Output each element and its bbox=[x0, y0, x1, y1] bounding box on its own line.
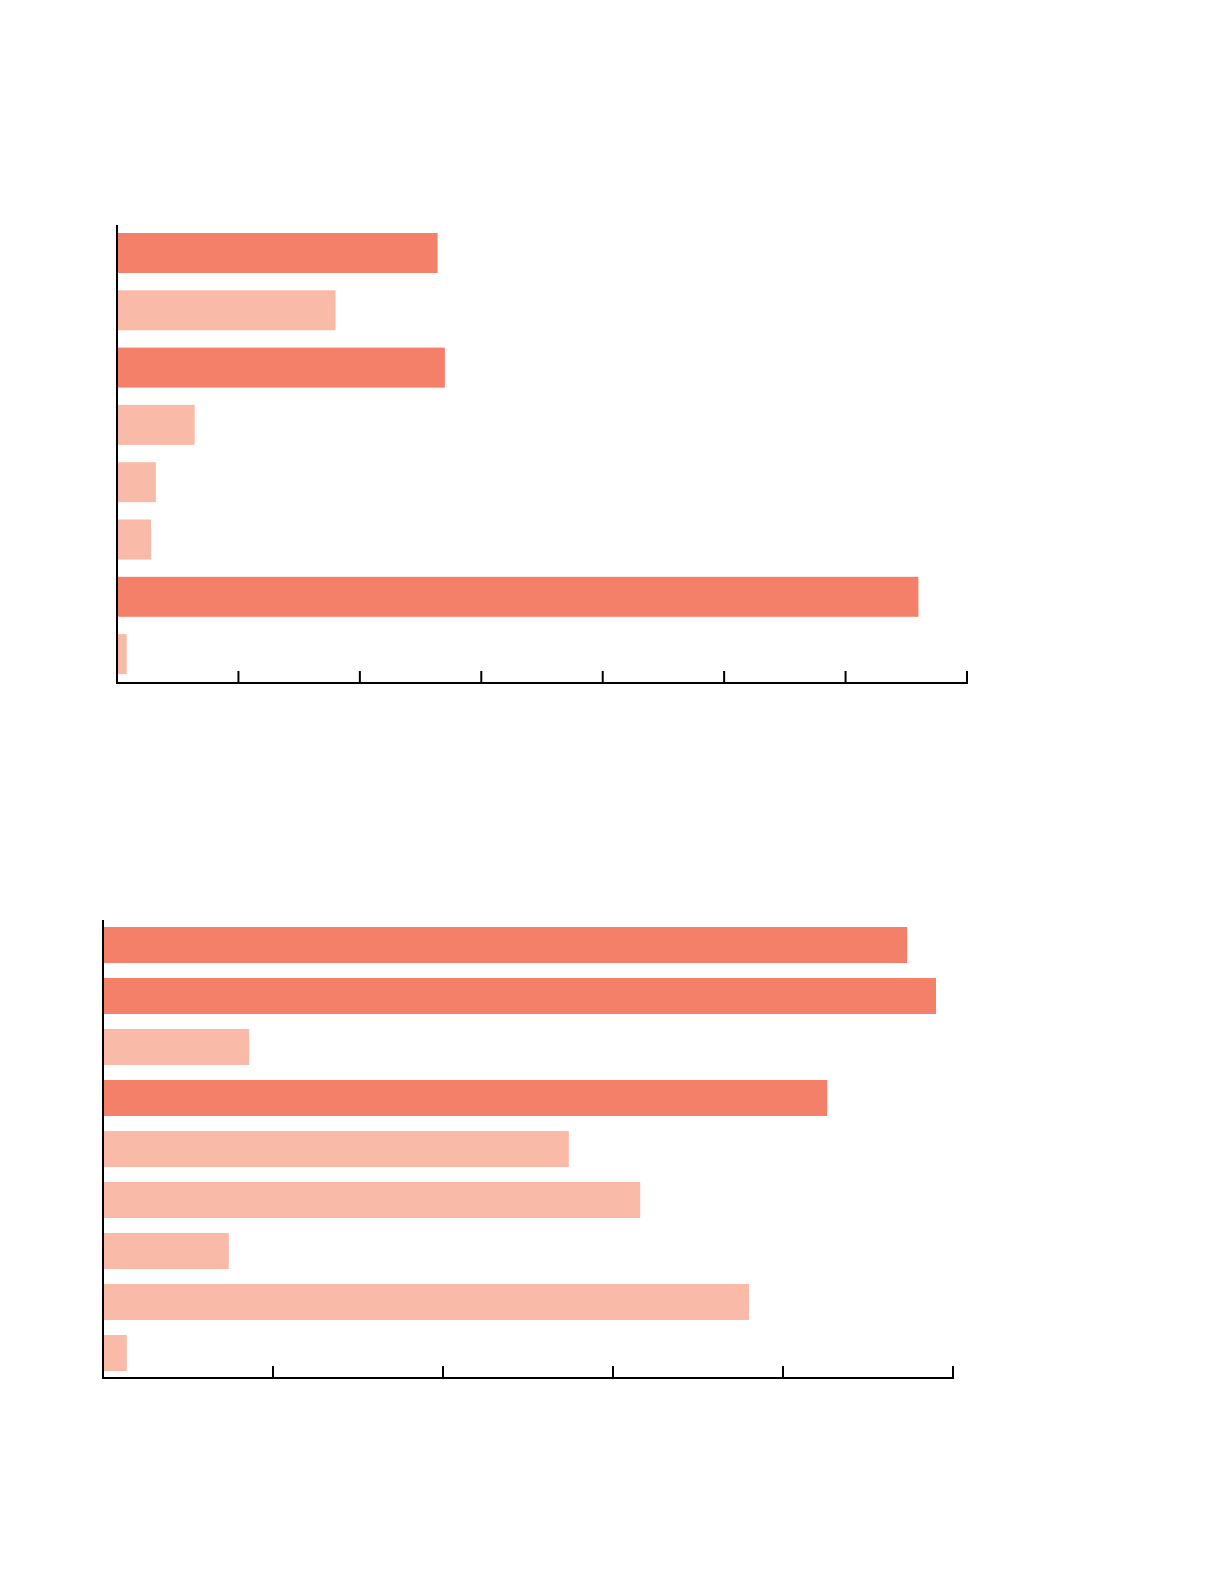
bar bbox=[117, 576, 919, 617]
bar bbox=[103, 927, 908, 963]
bar bbox=[103, 1080, 828, 1116]
bar bbox=[103, 1029, 250, 1065]
bar bbox=[103, 1284, 749, 1320]
bar bbox=[117, 290, 336, 331]
bar bbox=[103, 1233, 229, 1269]
bar bbox=[117, 347, 445, 388]
bar bbox=[117, 404, 195, 445]
bar bbox=[117, 634, 127, 675]
bar bbox=[103, 978, 936, 1014]
bar bbox=[117, 462, 156, 503]
bar bbox=[117, 519, 151, 560]
bar bbox=[103, 1335, 127, 1371]
bar bbox=[103, 1131, 569, 1167]
bar bbox=[103, 1182, 641, 1218]
bar bbox=[117, 233, 438, 273]
